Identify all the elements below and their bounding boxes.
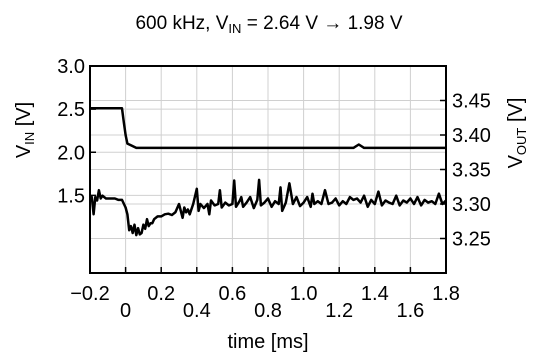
x-tick-label: −0.2: [70, 283, 109, 305]
series-vin-line: [90, 107, 446, 150]
x-tick-label: 0: [120, 300, 131, 322]
x-tick-label: 1.4: [361, 283, 389, 305]
series-vout-line: [88, 178, 447, 237]
x-tick-label: 1.2: [325, 300, 353, 322]
x-tick-label: 1.6: [396, 300, 424, 322]
x-tick-label: 0.2: [147, 283, 175, 305]
right-y-tick-label: 3.40: [452, 125, 491, 147]
right-y-tick-label: 3.30: [452, 194, 491, 216]
x-tick-label: 1.8: [432, 283, 460, 305]
x-tick-label: 0.8: [254, 300, 282, 322]
x-tick-label: 1.0: [290, 283, 318, 305]
right-y-tick-label: 3.25: [452, 229, 491, 251]
right-y-tick-label: 3.45: [452, 91, 491, 113]
chart-title: 600 kHz, VIN = 2.64 V → 1.98 V: [135, 13, 402, 36]
left-y-axis-label: VIN [V]: [13, 102, 37, 158]
left-y-tick-label: 3.0: [57, 56, 85, 78]
left-y-tick-label: 1.5: [57, 185, 85, 207]
axis-ticks: [89, 65, 447, 273]
series-group: [88, 107, 447, 237]
x-axis-label: time [ms]: [227, 331, 308, 353]
right-y-axis-label: VOUT [V]: [505, 98, 529, 169]
left-y-tick-label: 2.0: [57, 142, 85, 164]
grid: [90, 66, 446, 273]
tick-labels: −0.2 0 0.2 0.4 0.6 0.8 1.0 1.2 1.4 1.6 1.8 1.5 2.0 2.…: [57, 56, 491, 322]
x-tick-label: 0.4: [183, 300, 211, 322]
x-tick-label: 0.6: [218, 283, 246, 305]
left-y-tick-label: 2.5: [57, 99, 85, 121]
right-y-tick-label: 3.35: [452, 160, 491, 182]
